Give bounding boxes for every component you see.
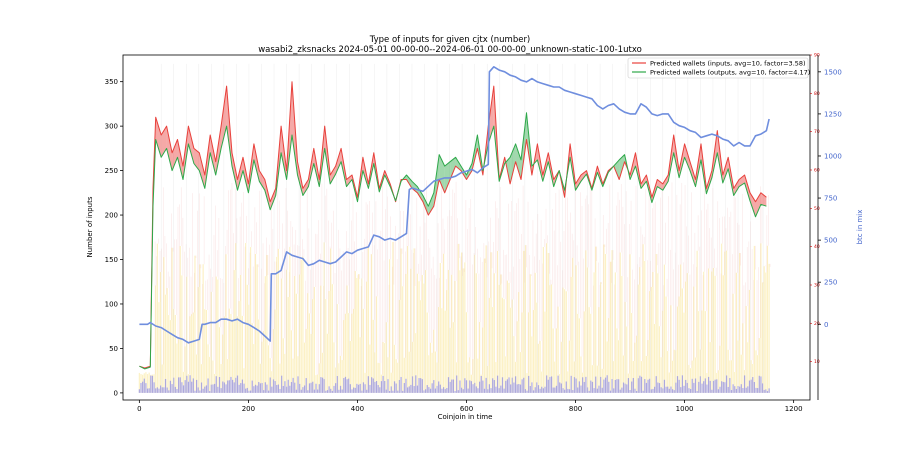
difference-fill-segment [232,152,238,191]
difference-fill-segment [177,139,183,180]
x-tick-label: 1200 [785,405,803,413]
x-tick-label: 800 [569,405,582,413]
inner-right-tick-label: 20 [814,321,820,327]
x-tick-label: 1000 [676,405,694,413]
y-tick-label: 150 [105,256,118,264]
difference-fill-segment [346,175,352,187]
x-tick-label: 600 [460,405,473,413]
difference-fill-segment [428,192,434,216]
difference-fill-segment [575,175,581,191]
difference-fill-segment [172,139,178,171]
y2-tick-label: 0 [824,321,828,329]
difference-fill-segment [744,175,751,201]
difference-fill-segment [253,143,260,182]
x-axis-ticks: 0 200 400 600 800 1000 1200 [137,400,803,413]
background-bars [138,63,771,393]
difference-fill-segment [722,157,729,184]
y2-tick-label: 1000 [824,152,842,160]
y-axis-ticks: 0 50 100 150 200 250 300 350 [105,78,123,397]
series-line-inputs [139,81,767,369]
difference-fill-segment [166,126,173,171]
difference-fill-segment [221,86,227,149]
y-tick-label: 0 [114,389,118,397]
difference-fill-segment [155,117,162,158]
y2-tick-label: 750 [824,195,837,203]
inner-right-tick-label: 90 [814,53,820,59]
inner-right-tick-label: 70 [814,129,820,135]
difference-fill-segment [422,195,429,216]
difference-fill-segment [581,170,587,182]
legend-box [627,57,809,79]
difference-fill-segment [733,179,740,196]
difference-fill-segment [188,126,194,164]
chart-subtitle: wasabi2_zksnacks 2024-05-01 00-00-00--20… [258,45,642,55]
difference-fill-segment [302,179,309,196]
inner-right-tick-label: 60 [814,168,820,174]
difference-fill-segment [750,192,756,217]
series-lines [139,66,770,370]
x-tick-label: 400 [351,405,364,413]
y-axis-label: Number of inputs [86,196,94,257]
difference-fill-segment [330,166,336,184]
y2-tick-label: 500 [824,237,837,245]
difference-fill-segment [755,192,761,217]
difference-fill-segment [684,143,691,171]
difference-fill-segment [662,175,669,191]
y-tick-label: 350 [105,78,118,86]
y-tick-label: 50 [109,345,118,353]
y-tick-label: 300 [105,123,118,131]
y-tick-label: 250 [105,167,118,175]
difference-fill-segment [210,135,216,176]
difference-fill-segment [335,148,342,175]
difference-fill-segment [161,126,167,158]
difference-fill-segment [450,157,456,180]
difference-fill-segment [270,188,276,210]
y2-tick-label: 250 [824,279,837,287]
difference-fill-segment [199,152,205,189]
legend-label-inputs: Predicted wallets (inputs, avg=10, facto… [650,60,806,68]
x-tick-label: 200 [242,405,255,413]
y-tick-label: 200 [105,212,118,220]
difference-fill-segment [640,175,647,189]
inner-right-axis-ticks: 10 20 30 40 50 60 70 80 90 [810,53,820,365]
x-tick-label: 0 [137,405,141,413]
y2-axis-label: btc in mix [856,210,864,245]
difference-fill-segment [619,154,625,180]
inner-right-tick-label: 80 [814,91,820,97]
y2-tick-label: 1500 [824,68,842,76]
difference-fill-segment [259,170,265,191]
difference-fill-segment [406,175,412,189]
y2-tick-label: 1250 [824,110,842,118]
right-axis-ticks: 0 250 500 750 1000 1250 1500 [818,68,842,329]
x-axis-label: Coinjoin in time [438,413,493,421]
inner-right-tick-label: 30 [814,283,820,289]
difference-fill-segment [521,112,527,180]
y-tick-label: 100 [105,300,118,308]
inner-right-tick-label: 50 [814,206,820,212]
difference-fill-segment [461,166,467,180]
difference-fill-segment [515,143,522,180]
chart-title: Type of inputs for given cjtx (number) [369,35,531,45]
series-line-outputs [139,112,767,370]
series-line-btc [139,66,770,344]
difference-fill-segment [237,157,243,191]
legend-label-outputs: Predicted wallets (outputs, avg=10, fact… [650,69,810,77]
inner-right-tick-label: 10 [814,359,820,365]
inner-right-tick-label: 40 [814,244,820,250]
legend: Predicted wallets (inputs, avg=10, facto… [627,57,810,79]
difference-fill-segment [215,126,222,176]
